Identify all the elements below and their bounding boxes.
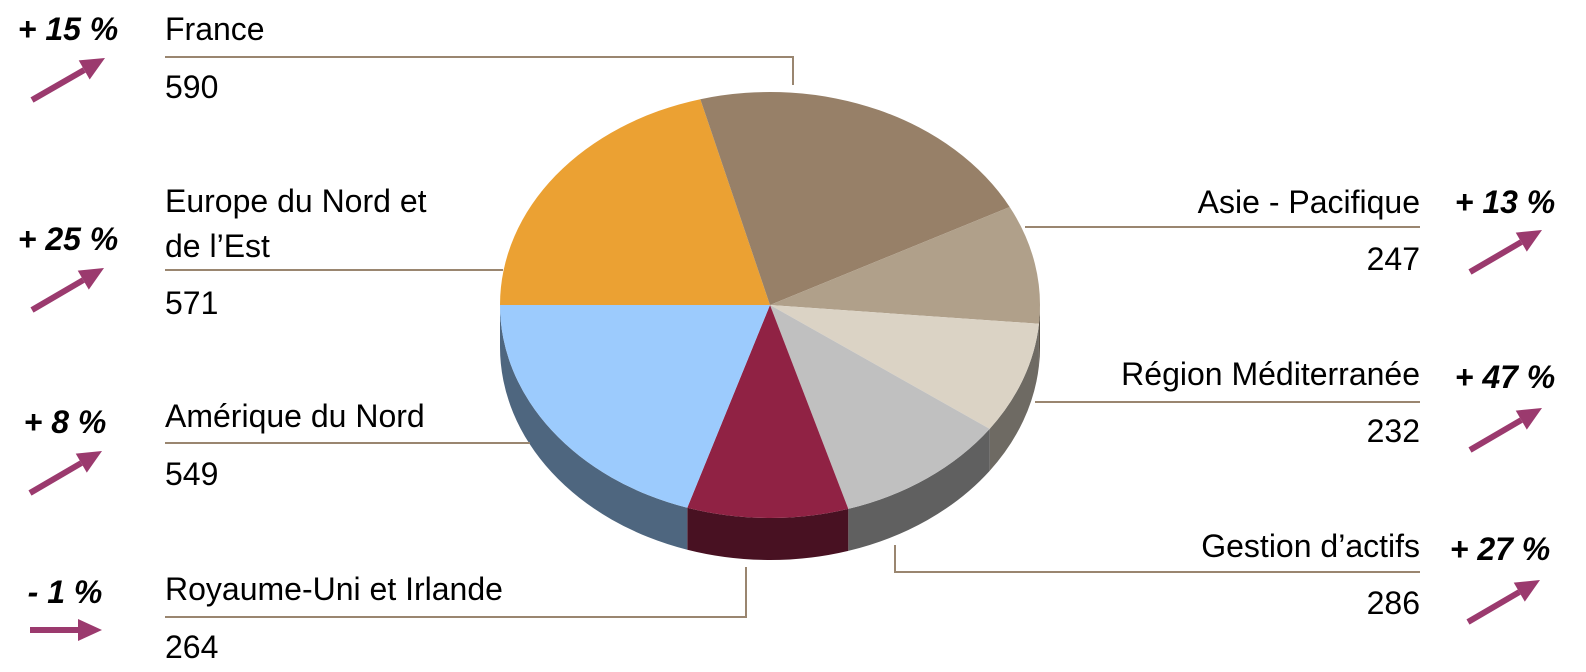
pie-side [989, 323, 1039, 471]
growth-label: + 15 % [18, 11, 119, 47]
pie-slice [770, 305, 990, 509]
category-label: Royaume-Uni et Irlande [165, 571, 503, 607]
pie-slice [500, 99, 770, 305]
pie-slice [770, 305, 1039, 429]
pie-slice [500, 305, 770, 508]
leader-line [165, 56, 794, 85]
category-label: Région Méditerranée [1121, 356, 1420, 392]
arrow-head [1515, 408, 1542, 430]
growth-arrow [30, 268, 104, 313]
pie-side [848, 428, 990, 551]
pie-slice [770, 206, 1040, 324]
value-label: 571 [165, 285, 218, 321]
growth-arrow [1468, 408, 1542, 453]
arrow-shaft [1468, 417, 1523, 453]
growth-label: + 8 % [24, 404, 107, 440]
leader-line [165, 567, 747, 618]
pie-sides [500, 305, 1040, 560]
growth-label: - 1 % [28, 574, 103, 610]
growth-arrow [30, 58, 105, 103]
label-line: Royaume-Uni et Irlande [165, 571, 503, 607]
pie-slice [687, 305, 849, 518]
pie-side [500, 305, 688, 550]
arrow-shaft [28, 460, 83, 496]
arrow-head [1515, 230, 1542, 252]
arrow-shaft [1468, 239, 1523, 275]
category-label: Gestion d’actifs [1201, 528, 1420, 564]
pie-tops [500, 92, 1040, 518]
arrow-shaft [30, 277, 85, 313]
labels: Europe du Nord et de l’Est 571 + 25 % France… [18, 11, 1556, 665]
category-label: Europe du Nord et de l’Est [165, 183, 427, 264]
value-label: 247 [1367, 241, 1420, 277]
growth-arrow [30, 619, 102, 641]
category-label: Amérique du Nord [165, 398, 425, 434]
growth-arrow [28, 451, 102, 496]
label-line: Asie - Pacifique [1198, 184, 1420, 220]
value-label: 232 [1367, 413, 1420, 449]
arrow-shaft [30, 67, 86, 103]
value-label: 590 [165, 69, 218, 105]
label-line: Europe du Nord et [165, 183, 427, 219]
label-line: Gestion d’actifs [1201, 528, 1420, 564]
pie-side [687, 507, 849, 560]
arrow-head [1513, 580, 1540, 602]
label-line: Région Méditerranée [1121, 356, 1420, 392]
value-label: 286 [1367, 585, 1420, 621]
growth-arrow [1468, 230, 1542, 275]
growth-label: + 25 % [18, 221, 119, 257]
pie-slice [700, 92, 1010, 305]
label-line: France [165, 11, 265, 47]
leader-line [894, 545, 1420, 573]
arrow-head [77, 268, 104, 290]
arrow-head [78, 619, 102, 641]
growth-arrow [1466, 580, 1540, 625]
label-line: de l’Est [165, 228, 270, 264]
label-line: Amérique du Nord [165, 398, 425, 434]
pie-side [1038, 305, 1040, 366]
growth-label: + 47 % [1455, 359, 1556, 395]
value-label: 264 [165, 629, 218, 665]
category-label: Asie - Pacifique [1198, 184, 1420, 220]
arrow-shaft [1466, 589, 1521, 625]
arrow-head [78, 58, 105, 80]
value-label: 549 [165, 456, 218, 492]
growth-label: + 27 % [1450, 531, 1551, 567]
arrow-head [75, 451, 102, 473]
category-label: France [165, 11, 265, 47]
growth-label: + 13 % [1455, 184, 1556, 220]
